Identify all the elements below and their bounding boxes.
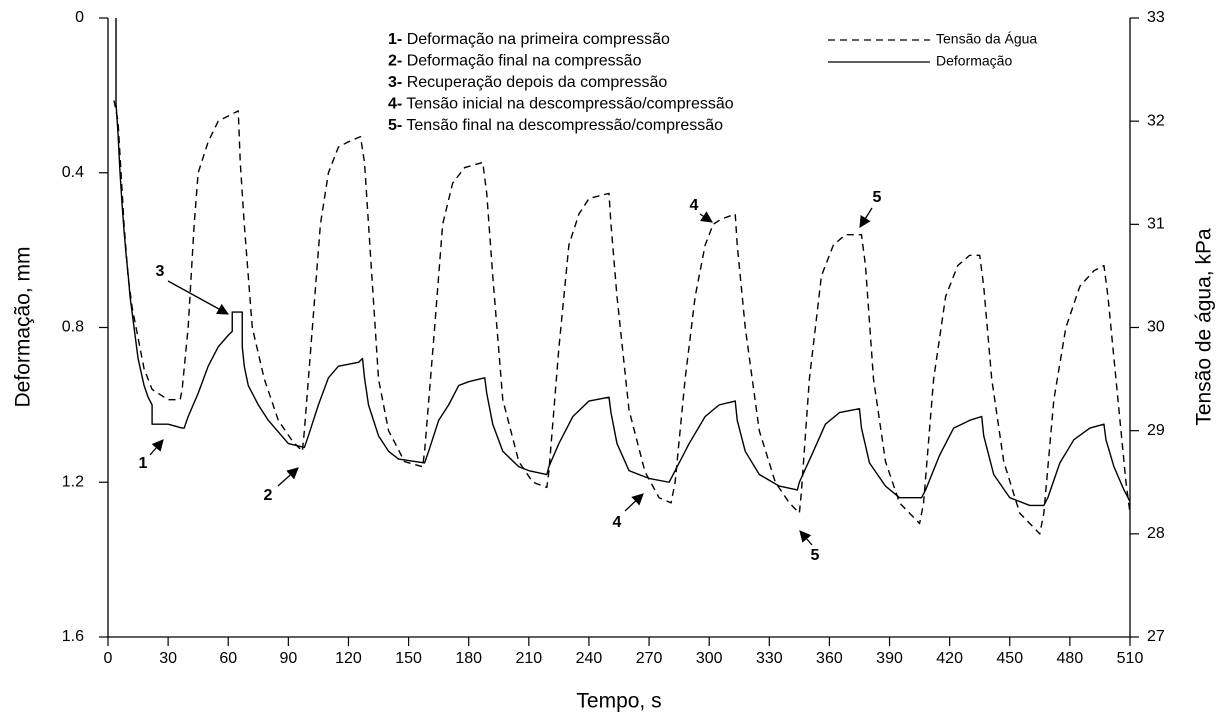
note-text: Recuperação depois da compressão: [407, 74, 668, 91]
note-text: Tensão final na descompressão/compressão: [406, 117, 723, 134]
legend-label: Deformação: [936, 53, 1012, 69]
x-tick-label: 30: [159, 650, 177, 667]
y2-tick-label: 33: [1147, 9, 1165, 26]
x-tick-label: 120: [335, 650, 362, 667]
series-line: [115, 18, 1131, 507]
x-tick-label: 510: [1117, 650, 1144, 667]
annotation-arrow: [277, 467, 299, 487]
note-number: 2-: [388, 53, 402, 70]
legend-label: Tensão da Água: [936, 31, 1037, 47]
y-tick-label: 1.2: [62, 473, 84, 490]
note-text: Deformação na primeira compressão: [407, 31, 670, 48]
y2-tick-label: 30: [1147, 319, 1165, 336]
y2-tick-label: 31: [1147, 216, 1165, 233]
x-tick-label: 90: [279, 650, 297, 667]
y2-tick-label: 27: [1147, 628, 1165, 645]
x-axis-title: Tempo, s: [576, 690, 661, 713]
note: 5- Tensão final na descompressão/compres…: [388, 117, 723, 134]
annotation-arrow: [149, 439, 164, 456]
annotation-label: 5: [873, 189, 882, 206]
x-tick-label: 270: [636, 650, 663, 667]
x-tick-label: 180: [455, 650, 482, 667]
note: 4- Tensão inicial na descompressão/compr…: [388, 96, 734, 113]
annotation-arrow: [699, 211, 713, 223]
note: 3- Recuperação depois da compressão: [388, 74, 667, 91]
y-tick-label: 0.4: [62, 164, 84, 181]
x-tick-label: 300: [696, 650, 723, 667]
annotation-label: 5: [811, 547, 820, 564]
x-tick-label: 390: [876, 650, 903, 667]
note-number: 5-: [388, 117, 402, 134]
note-number: 4-: [388, 96, 402, 113]
note-number: 1-: [388, 31, 402, 48]
annotation-arrow: [167, 280, 230, 315]
y2-tick-label: 32: [1147, 112, 1165, 129]
annotation-arrow: [624, 493, 644, 512]
note: 2- Deformação final na compressão: [388, 53, 642, 70]
annotation-label: 1: [139, 455, 148, 472]
annotation-label: 4: [690, 197, 699, 214]
y-tick-label: 1.6: [62, 628, 84, 645]
y2-tick-label: 28: [1147, 525, 1165, 542]
note-text: Tensão inicial na descompressão/compress…: [406, 96, 733, 113]
x-tick-label: 0: [104, 650, 113, 667]
x-tick-label: 360: [816, 650, 843, 667]
x-tick-label: 420: [936, 650, 963, 667]
x-tick-label: 210: [515, 650, 542, 667]
x-tick-label: 480: [1057, 650, 1084, 667]
x-tick-label: 150: [395, 650, 422, 667]
annotation-arrow: [799, 530, 813, 546]
annotation-label: 4: [613, 514, 622, 531]
annotation-label: 3: [156, 263, 165, 280]
note: 1- Deformação na primeira compressão: [388, 31, 670, 48]
note-text: Deformação final na compressão: [407, 53, 642, 70]
y2-axis-title: Tensão de água, kPa: [1193, 228, 1216, 426]
x-tick-label: 330: [756, 650, 783, 667]
y-axis-title: Deformação, mm: [12, 246, 35, 407]
x-tick-label: 240: [576, 650, 603, 667]
series-line: [113, 100, 1131, 535]
y2-tick-label: 29: [1147, 422, 1165, 439]
y-tick-label: 0.8: [62, 319, 84, 336]
y-tick-label: 0: [75, 9, 84, 26]
note-number: 3-: [388, 74, 402, 91]
annotation-arrow: [859, 207, 873, 228]
x-tick-label: 60: [219, 650, 237, 667]
x-tick-label: 450: [996, 650, 1023, 667]
annotation-label: 2: [264, 487, 273, 504]
